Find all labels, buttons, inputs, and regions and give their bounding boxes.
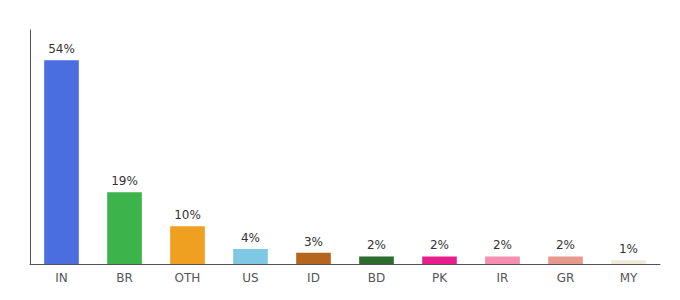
svg-text:US: US — [242, 271, 258, 285]
svg-text:OTH: OTH — [175, 271, 201, 285]
svg-text:1%: 1% — [619, 242, 638, 256]
svg-text:10%: 10% — [174, 208, 201, 222]
svg-text:2%: 2% — [430, 238, 449, 252]
svg-text:BD: BD — [368, 271, 385, 285]
svg-text:2%: 2% — [367, 238, 386, 252]
svg-text:54%: 54% — [48, 42, 75, 56]
svg-text:2%: 2% — [556, 238, 575, 252]
svg-text:19%: 19% — [111, 174, 138, 188]
svg-text:IN: IN — [55, 271, 68, 285]
svg-text:PK: PK — [432, 271, 448, 285]
svg-text:3%: 3% — [304, 235, 323, 249]
svg-text:2%: 2% — [493, 238, 512, 252]
svg-text:BR: BR — [116, 271, 133, 285]
svg-text:ID: ID — [307, 271, 320, 285]
svg-text:MY: MY — [620, 271, 638, 285]
svg-text:IR: IR — [497, 271, 509, 285]
svg-text:4%: 4% — [241, 231, 260, 245]
svg-text:GR: GR — [557, 271, 575, 285]
